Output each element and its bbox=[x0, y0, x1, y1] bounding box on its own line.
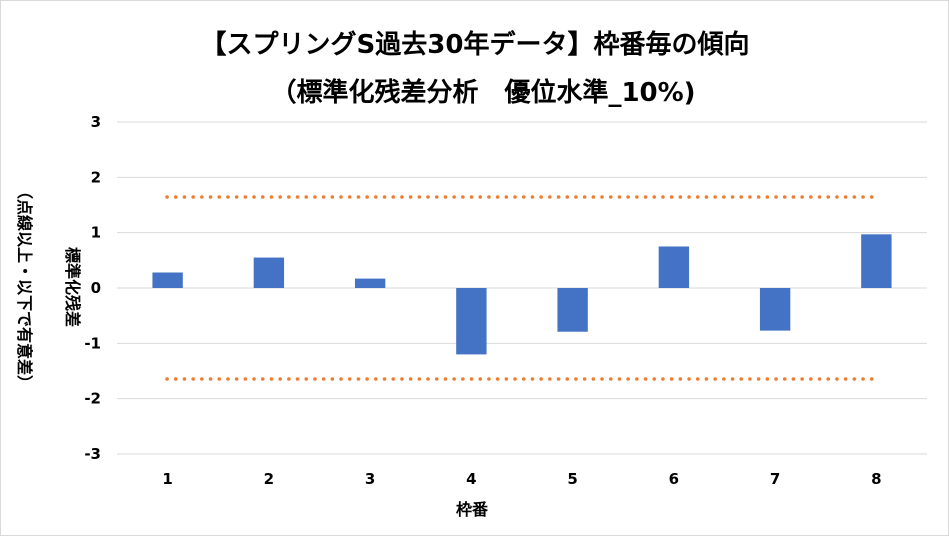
x-axis-ticks: 1 2 3 4 5 6 7 8 bbox=[162, 470, 881, 488]
bar-3 bbox=[354, 278, 386, 288]
chart-title: 【スプリングS過去30年データ】枠番毎の傾向 bbox=[201, 29, 750, 60]
y-axis-label-sub: （点線以上・以下で有意差） bbox=[15, 183, 34, 391]
x-tick-label: 8 bbox=[871, 470, 881, 488]
bar-series bbox=[152, 234, 892, 355]
y-axis-label: 標準化残差 bbox=[63, 247, 82, 327]
y-axis-label-note: （点線以上・以下で有意差） bbox=[15, 183, 34, 391]
x-tick-label: 7 bbox=[770, 470, 780, 488]
y-tick-label: 2 bbox=[91, 168, 101, 186]
x-tick-label: 2 bbox=[264, 470, 274, 488]
gridlines bbox=[117, 121, 927, 455]
x-tick-label: 3 bbox=[365, 470, 375, 488]
bar-5 bbox=[557, 288, 588, 332]
x-tick-label: 1 bbox=[162, 470, 172, 488]
bar-4 bbox=[456, 288, 487, 355]
bar-1 bbox=[152, 272, 183, 288]
bar-8 bbox=[861, 234, 892, 288]
chart-subtitle: （標準化残差分析 優位水準_10%) bbox=[270, 77, 695, 108]
x-axis-label: 枠番 bbox=[456, 500, 489, 519]
bar-2 bbox=[253, 257, 285, 288]
y-tick-label: 3 bbox=[91, 113, 101, 131]
y-axis-label-main: 標準化残差 bbox=[63, 247, 82, 327]
y-tick-label: -2 bbox=[84, 390, 101, 408]
bar-6 bbox=[658, 246, 690, 288]
x-tick-label: 5 bbox=[567, 470, 577, 488]
x-tick-label: 6 bbox=[669, 470, 679, 488]
y-tick-label: 1 bbox=[91, 224, 101, 242]
x-tick-label: 4 bbox=[466, 470, 476, 488]
bar-7 bbox=[759, 288, 791, 331]
y-tick-label: 0 bbox=[91, 279, 101, 297]
y-tick-label: -3 bbox=[84, 445, 101, 463]
y-axis-ticks: 3 2 1 0 -1 -2 -3 bbox=[84, 113, 101, 463]
y-tick-label: -1 bbox=[84, 334, 101, 352]
